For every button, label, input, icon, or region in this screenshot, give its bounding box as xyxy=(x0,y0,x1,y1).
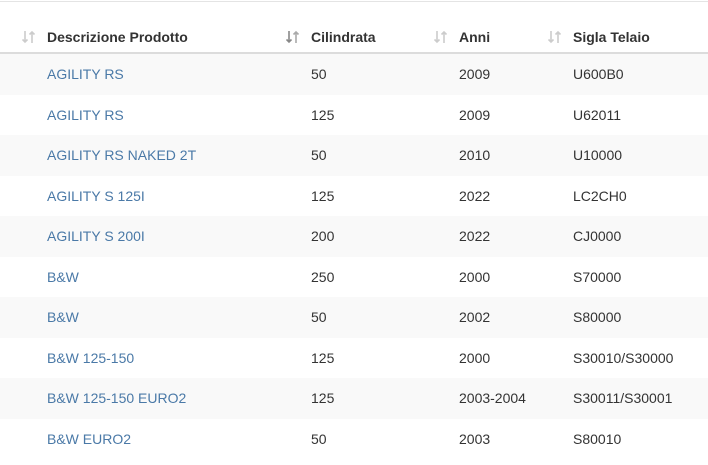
table-cell: U10000 xyxy=(539,135,708,176)
table-row: B&W 125-150 125 2000 S30010/S30000 xyxy=(0,338,708,379)
product-link[interactable]: AGILITY RS NAKED 2T xyxy=(0,135,277,176)
table-cell: 125 xyxy=(311,349,335,366)
product-table: Descrizione Prodotto Cilindrata Anni Sig… xyxy=(0,22,708,459)
product-link[interactable]: B&W EURO2 xyxy=(47,430,132,447)
table-cell: LC2CH0 xyxy=(573,187,627,204)
table-cell: CJ0000 xyxy=(539,216,708,257)
sort-icon xyxy=(22,30,36,44)
column-header[interactable]: Cilindrata xyxy=(277,22,425,54)
product-link[interactable]: B&W xyxy=(0,297,277,338)
table-cell: 2009 xyxy=(459,106,491,123)
product-link[interactable]: AGILITY RS xyxy=(0,53,277,95)
table-cell: 125 xyxy=(311,106,335,123)
table-cell: 50 xyxy=(311,430,327,447)
product-link[interactable]: B&W 125-150 EURO2 xyxy=(0,378,277,419)
column-header[interactable]: Sigla Telaio xyxy=(539,22,708,54)
table-row: B&W EURO2 50 2003 S80010 xyxy=(0,419,708,460)
table-cell: 125 xyxy=(311,187,335,204)
table-cell: 50 xyxy=(277,53,425,95)
table-cell: 125 xyxy=(277,378,425,419)
sort-icon xyxy=(434,30,448,44)
product-link[interactable]: B&W xyxy=(47,268,79,285)
column-header-label[interactable]: Anni xyxy=(459,29,491,45)
product-link[interactable]: B&W 125-150 xyxy=(47,349,135,366)
table-cell: 2022 xyxy=(425,216,539,257)
table-row: AGILITY RS 50 2009 U600B0 xyxy=(0,53,708,95)
table-cell: S30011/S30001 xyxy=(539,378,708,419)
table-row: AGILITY S 125I 125 2022 LC2CH0 xyxy=(0,176,708,217)
sort-icon xyxy=(548,30,562,44)
column-header[interactable]: Anni xyxy=(425,22,539,54)
table-row: B&W 50 2002 S80000 xyxy=(0,297,708,338)
table-cell: 2000 xyxy=(459,349,491,366)
table-cell: 2000 xyxy=(459,268,491,285)
header-row: Descrizione Prodotto Cilindrata Anni Sig… xyxy=(0,22,708,54)
table-cell: 2009 xyxy=(425,53,539,95)
sort-icon xyxy=(286,30,300,44)
table-row: AGILITY RS NAKED 2T 50 2010 U10000 xyxy=(0,135,708,176)
table-cell: 200 xyxy=(277,216,425,257)
product-link[interactable]: AGILITY S 200I xyxy=(0,216,277,257)
table-body: AGILITY RS 50 2009 U600B0 AGILITY RS 125 2009 U… xyxy=(0,53,708,459)
table-row: AGILITY S 200I 200 2022 CJ0000 xyxy=(0,216,708,257)
table-cell: 250 xyxy=(311,268,335,285)
table-row: AGILITY RS 125 2009 U62011 xyxy=(0,95,708,136)
product-link[interactable]: AGILITY S 125I xyxy=(47,187,145,204)
table-cell: S30010/S30000 xyxy=(573,349,674,366)
table-cell: 2002 xyxy=(425,297,539,338)
table-cell: 50 xyxy=(277,297,425,338)
table-cell: S80010 xyxy=(573,430,622,447)
product-link[interactable]: AGILITY RS xyxy=(47,106,124,123)
table-cell: S70000 xyxy=(573,268,622,285)
column-header-label[interactable]: Sigla Telaio xyxy=(573,29,650,45)
table-cell: 2022 xyxy=(459,187,491,204)
table-cell: 50 xyxy=(277,135,425,176)
table-cell: 2003 xyxy=(459,430,491,447)
table-cell: U600B0 xyxy=(539,53,708,95)
table-cell: 2003-2004 xyxy=(425,378,539,419)
table-cell: U62011 xyxy=(573,106,622,123)
table-row: B&W 250 2000 S70000 xyxy=(0,257,708,298)
column-header-label[interactable]: Cilindrata xyxy=(311,29,376,45)
table-row: B&W 125-150 EURO2 125 2003-2004 S30011/S300… xyxy=(0,378,708,419)
table-cell: 2010 xyxy=(425,135,539,176)
table-cell: S80000 xyxy=(539,297,708,338)
column-header-label[interactable]: Descrizione Prodotto xyxy=(47,29,188,45)
column-header[interactable]: Descrizione Prodotto xyxy=(0,22,277,54)
top-border xyxy=(0,1,708,2)
